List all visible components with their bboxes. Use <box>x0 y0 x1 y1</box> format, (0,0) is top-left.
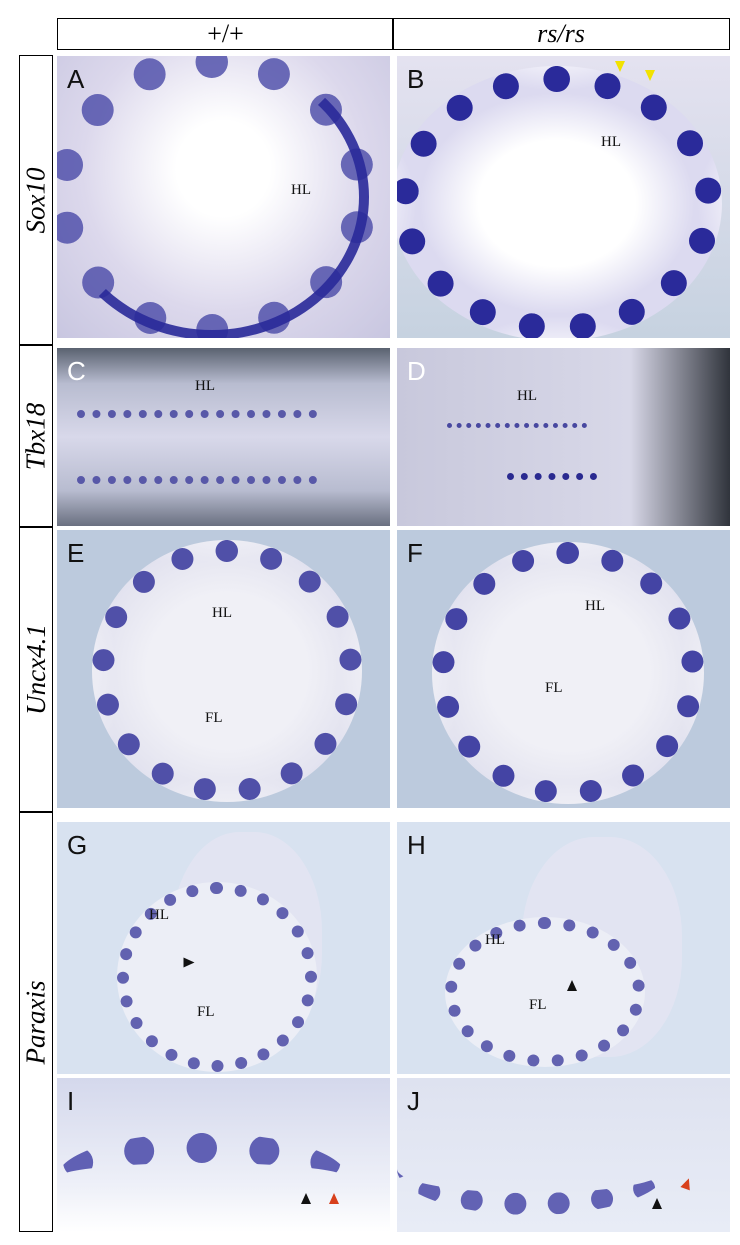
row-label-sox10: Sox10 <box>19 55 53 345</box>
black-arrowhead-icon <box>567 980 577 991</box>
panel-c: C HL <box>57 348 390 526</box>
forelimb-label: FL <box>545 680 563 696</box>
hindlimb-label: HL <box>517 388 537 404</box>
panel-h: H HL FL <box>397 822 730 1074</box>
black-arrowhead-icon <box>183 957 195 968</box>
hindlimb-label: HL <box>149 907 169 923</box>
panel-e: E HL FL <box>57 530 390 808</box>
yellow-arrowhead-icon <box>645 70 655 81</box>
panel-d: D HL <box>397 348 730 526</box>
yellow-arrowhead-icon <box>615 61 625 72</box>
column-label: rs/rs <box>537 19 585 48</box>
hindlimb-label: HL <box>585 598 605 614</box>
panel-letter: J <box>407 1086 420 1116</box>
hindlimb-label: HL <box>485 932 505 948</box>
black-arrowhead-icon <box>301 1193 311 1204</box>
forelimb-label: FL <box>197 1004 215 1020</box>
row-label-tbx18: Tbx18 <box>19 345 53 527</box>
panel-letter: C <box>67 356 86 386</box>
row-label: Uncx4.1 <box>20 624 51 715</box>
row-label-uncx: Uncx4.1 <box>19 527 53 812</box>
black-arrowhead-icon <box>652 1198 662 1209</box>
panel-letter: I <box>67 1086 75 1116</box>
panel-i: I <box>57 1078 390 1232</box>
forelimb-label: FL <box>529 997 547 1013</box>
row-label-paraxis: Paraxis <box>19 812 53 1232</box>
panel-letter: E <box>67 538 85 568</box>
panel-f: F HL FL <box>397 530 730 808</box>
panel-letter: B <box>407 64 425 94</box>
column-label: +/+ <box>207 19 244 48</box>
row-label: Paraxis <box>20 980 51 1064</box>
panel-letter: D <box>407 356 426 386</box>
red-arrowhead-icon <box>680 1176 694 1191</box>
red-arrowhead-icon <box>329 1193 339 1204</box>
panel-letter: G <box>67 830 88 860</box>
hindlimb-label: HL <box>601 134 621 150</box>
panel-letter: H <box>407 830 426 860</box>
panel-letter: F <box>407 538 423 568</box>
hindlimb-label: HL <box>195 378 215 394</box>
column-header-mutant: rs/rs <box>392 18 730 50</box>
forelimb-label: FL <box>205 710 223 726</box>
hindlimb-label: HL <box>212 605 232 621</box>
hindlimb-label: HL <box>291 182 311 198</box>
column-header-wildtype: +/+ <box>57 18 394 50</box>
panel-a: A HL <box>57 56 390 338</box>
row-label: Tbx18 <box>20 402 51 470</box>
panel-b: B HL <box>397 56 730 338</box>
panel-j: J <box>397 1078 730 1232</box>
row-label: Sox10 <box>20 167 51 233</box>
panel-letter: A <box>67 64 85 94</box>
panel-g: G HL FL <box>57 822 390 1074</box>
